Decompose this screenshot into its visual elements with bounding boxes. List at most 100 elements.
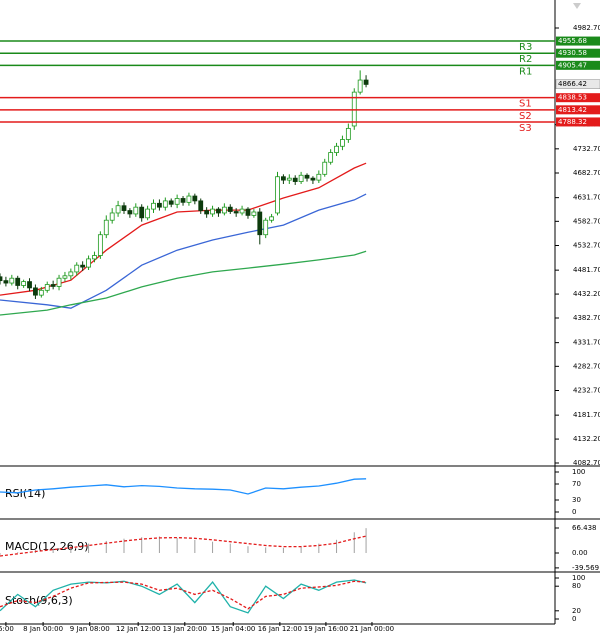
candle-body bbox=[174, 198, 180, 205]
candle-body bbox=[21, 281, 27, 286]
candle-body bbox=[245, 208, 251, 216]
candle-body bbox=[168, 200, 174, 205]
level-price: 4813.42 bbox=[558, 106, 587, 114]
candle-body bbox=[15, 277, 21, 286]
y-tick-label: 0.00 bbox=[572, 549, 588, 557]
candle-body bbox=[44, 284, 50, 291]
candle-body bbox=[304, 174, 310, 179]
y-tick-label: 4282.70 bbox=[573, 362, 600, 370]
candle-body bbox=[310, 177, 316, 181]
candle-body bbox=[210, 208, 215, 215]
level-price-box bbox=[556, 36, 600, 46]
candle-body bbox=[281, 176, 286, 181]
candle-body bbox=[115, 205, 121, 214]
level-price: 4930.58 bbox=[558, 49, 587, 57]
candle-body bbox=[68, 271, 74, 277]
candle-body bbox=[275, 176, 280, 214]
level-label: S1 bbox=[519, 99, 532, 110]
y-tick-label: 4232.70 bbox=[573, 386, 600, 394]
candle-body bbox=[33, 287, 38, 296]
y-tick-label: 100 bbox=[572, 574, 585, 582]
candle-body bbox=[192, 195, 198, 202]
indicator-line bbox=[0, 478, 367, 495]
x-tick-label: 16 Jan 12:00 bbox=[258, 625, 302, 633]
y-tick-label: 4532.70 bbox=[573, 241, 600, 249]
x-tick-label: 6:00 bbox=[0, 625, 14, 633]
candle-body bbox=[0, 276, 3, 282]
candle-body bbox=[263, 219, 269, 236]
x-tick-label: 13 Jan 20:00 bbox=[163, 625, 207, 633]
candle-body bbox=[286, 177, 292, 181]
level-price-box bbox=[556, 105, 600, 115]
y-tick-label: 4732.70 bbox=[573, 145, 600, 153]
x-tick-label: 8 Jan 00:00 bbox=[23, 625, 63, 633]
y-tick-label: 4382.70 bbox=[573, 314, 600, 322]
x-tick-label: 15 Jan 04:00 bbox=[211, 625, 255, 633]
candle-body bbox=[351, 91, 357, 127]
moving-average bbox=[0, 162, 367, 296]
x-tick-label: 19 Jan 16:00 bbox=[304, 625, 348, 633]
menu-icon[interactable] bbox=[573, 3, 581, 9]
candle-body bbox=[139, 206, 145, 219]
candle-body bbox=[145, 208, 151, 219]
candle-body bbox=[227, 206, 233, 212]
candle-body bbox=[103, 219, 109, 236]
candle-body bbox=[269, 216, 274, 221]
level-price: 4955.68 bbox=[558, 37, 587, 45]
panel-label: RSI(14) bbox=[5, 487, 45, 500]
level-label: S3 bbox=[519, 123, 532, 134]
candle-body bbox=[162, 200, 168, 208]
y-tick-label: 4181.70 bbox=[573, 411, 600, 419]
y-tick-label: 0 bbox=[572, 508, 576, 516]
y-tick-label: 4582.70 bbox=[573, 217, 600, 225]
candle-body bbox=[151, 202, 156, 210]
level-price: 4905.47 bbox=[558, 61, 587, 69]
y-tick-label: 4331.70 bbox=[573, 339, 600, 347]
candle-body bbox=[127, 210, 133, 215]
level-price-box bbox=[556, 93, 600, 103]
candle-body bbox=[157, 202, 162, 208]
candle-body bbox=[334, 145, 339, 153]
y-tick-label: 4481.70 bbox=[573, 266, 600, 274]
y-tick-label: 4631.70 bbox=[573, 194, 600, 202]
y-tick-label: 4132.20 bbox=[573, 435, 600, 443]
candle-body bbox=[204, 210, 210, 215]
last-price-box bbox=[555, 79, 600, 89]
x-tick-label: 12 Jan 12:00 bbox=[116, 625, 160, 633]
candle-body bbox=[322, 161, 328, 175]
candle-body bbox=[345, 127, 351, 140]
y-tick-label: 4682.70 bbox=[573, 169, 600, 177]
candle-body bbox=[340, 139, 345, 147]
candle-body bbox=[109, 212, 115, 221]
y-tick-label: 4082.70 bbox=[573, 459, 600, 467]
level-price-box bbox=[556, 60, 600, 70]
candle-body bbox=[216, 208, 221, 214]
level-label: S2 bbox=[519, 111, 532, 122]
candle-body bbox=[221, 206, 227, 214]
y-tick-label: 30 bbox=[572, 496, 581, 504]
candle-body bbox=[50, 284, 56, 287]
candle-body bbox=[121, 205, 127, 211]
level-label: R1 bbox=[519, 66, 532, 77]
candle-body bbox=[38, 289, 44, 296]
candle-body bbox=[257, 211, 263, 236]
y-tick-label: 70 bbox=[572, 480, 581, 488]
candle-body bbox=[27, 281, 32, 289]
level-price: 4788.32 bbox=[558, 118, 587, 126]
x-tick-label: 21 Jan 00:00 bbox=[350, 625, 394, 633]
level-price-box bbox=[556, 117, 600, 127]
candle-body bbox=[62, 275, 68, 279]
candle-body bbox=[133, 206, 139, 215]
candle-body bbox=[74, 264, 80, 273]
macd-signal bbox=[0, 535, 367, 557]
y-tick-label: 0 bbox=[572, 615, 576, 623]
candle-body bbox=[239, 208, 245, 214]
y-tick-label: 100 bbox=[572, 468, 585, 476]
candle-body bbox=[316, 173, 322, 181]
candle-body bbox=[92, 255, 97, 260]
y-tick-label: 4982.70 bbox=[573, 24, 600, 32]
candle-body bbox=[180, 198, 186, 203]
x-tick-label: 9 Jan 08:00 bbox=[70, 625, 110, 633]
